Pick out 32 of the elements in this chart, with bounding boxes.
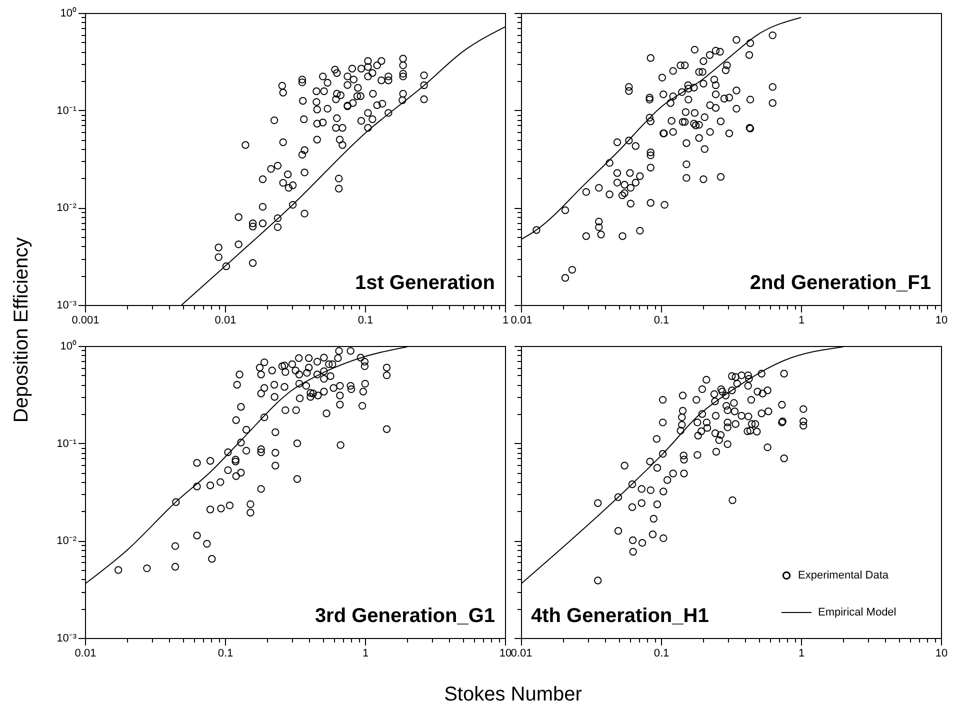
x-tick-label: 0.01 <box>74 648 96 660</box>
x-tick-label: 0.01 <box>510 314 532 326</box>
x-tick-label: 0.001 <box>72 314 100 326</box>
x-tick-label: 0.1 <box>358 314 374 326</box>
annotation: 3rd Generation_G1 <box>314 605 495 627</box>
x-tick-label: 10 <box>499 648 512 660</box>
y-tick-label: 10⁻¹ <box>56 438 77 450</box>
annotation: 1st Generation <box>354 272 495 294</box>
y-tick-label: 10⁰ <box>60 340 76 352</box>
x-tick-label: 10 <box>935 648 948 660</box>
x-tick-label: 0.1 <box>218 648 234 660</box>
y-tick-label: 10⁰ <box>60 6 76 20</box>
x-tick-label: 1 <box>502 314 509 326</box>
x-tick-label: 0.1 <box>654 648 670 660</box>
legend-label: Empirical Model <box>818 606 896 618</box>
x-tick-label: 10 <box>935 314 948 326</box>
legend-label: Experimental Data <box>798 570 890 582</box>
y-tick-label: 10⁻¹ <box>56 104 77 117</box>
y-tick-label: 10⁻³ <box>56 632 77 644</box>
x-tick-label: 0.01 <box>510 648 532 660</box>
x-tick-label: 0.01 <box>214 314 236 326</box>
y-tick-label: 10⁻³ <box>56 300 77 312</box>
x-tick-label: 0.1 <box>654 314 670 326</box>
annotation: 4th Generation_H1 <box>531 605 709 627</box>
y-axis-title: Deposition Efficiency <box>10 237 34 423</box>
y-tick-label: 10⁻² <box>56 202 77 214</box>
y-tick-label: 10⁻² <box>56 535 77 548</box>
x-tick-label: 1 <box>362 648 369 660</box>
x-axis-title: Stokes Number <box>444 684 582 706</box>
annotation: 2nd Generation_F1 <box>750 272 931 294</box>
x-tick-label: 1 <box>798 314 805 326</box>
x-tick-label: 1 <box>798 648 805 660</box>
